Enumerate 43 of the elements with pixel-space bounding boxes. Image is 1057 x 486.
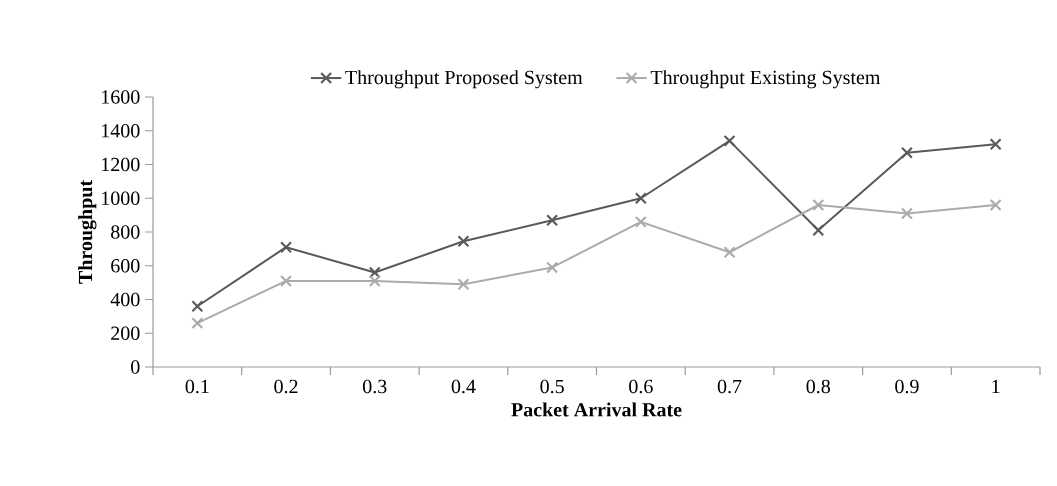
point xyxy=(634,192,647,205)
point xyxy=(457,278,470,291)
point xyxy=(546,261,559,274)
x-tick-label: 0.9 xyxy=(895,379,919,394)
point xyxy=(900,207,913,220)
point xyxy=(723,246,736,259)
x-axis-title: Packet Arrival Rate xyxy=(511,402,682,417)
x-tick-label: 0.4 xyxy=(451,379,476,394)
x-tick-label: 0.3 xyxy=(363,379,387,394)
point xyxy=(989,138,1002,151)
point xyxy=(989,198,1002,212)
y-tick-label: 600 xyxy=(111,259,140,273)
legend-label: Throughput Proposed System xyxy=(345,70,583,89)
y-tick-label: 400 xyxy=(110,292,140,307)
point xyxy=(723,134,736,147)
point xyxy=(191,317,204,330)
point xyxy=(280,274,293,287)
legend-label: Throughput Existing System xyxy=(650,70,881,89)
point xyxy=(191,300,204,313)
y-tick-label: 0 xyxy=(131,360,140,374)
y-tick-label: 200 xyxy=(111,326,140,340)
point xyxy=(368,274,381,287)
point xyxy=(900,146,913,159)
y-tick-label: 1200 xyxy=(102,157,140,172)
point xyxy=(812,224,825,237)
point xyxy=(280,241,293,254)
point xyxy=(546,214,559,227)
x-tick-label: 0.8 xyxy=(806,379,830,394)
x-tick-label: 0.1 xyxy=(185,379,209,394)
x-tick-label: 1 xyxy=(992,379,1000,393)
x-tick-label: 0.5 xyxy=(540,379,564,394)
point xyxy=(812,198,825,212)
point xyxy=(634,215,647,228)
x-tick-label: 0.6 xyxy=(629,379,653,394)
y-axis-title: Throughput xyxy=(78,180,97,284)
x-tick-label: 0.2 xyxy=(274,379,298,394)
y-tick-label: 1000 xyxy=(102,191,140,205)
x-tick-label: 0.7 xyxy=(717,379,742,394)
point xyxy=(368,266,381,279)
y-tick-label: 1600 xyxy=(102,90,140,104)
y-tick-label: 1400 xyxy=(102,124,140,138)
y-tick-label: 800 xyxy=(111,225,140,239)
point xyxy=(457,235,470,248)
